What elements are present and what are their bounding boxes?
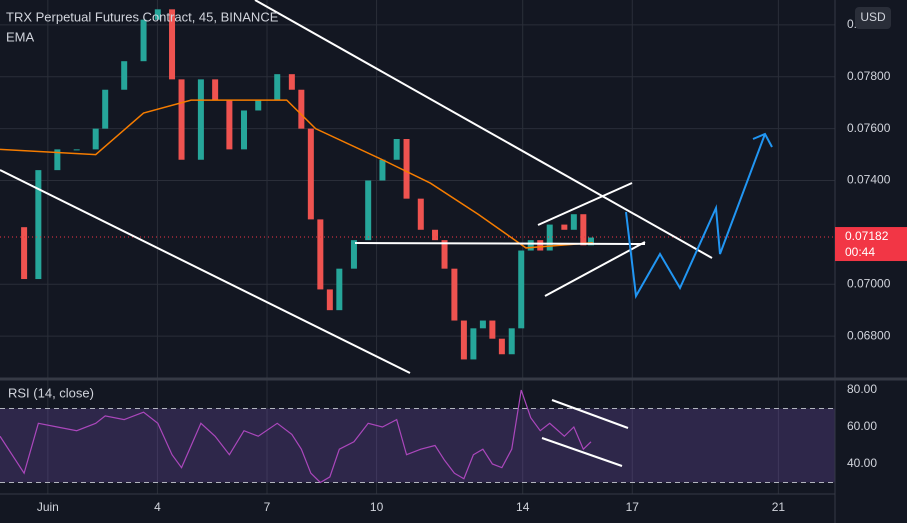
x-tick-label: Juin xyxy=(37,500,59,514)
y-tick-label: 80.00 xyxy=(847,382,877,396)
candle xyxy=(365,180,372,241)
candle xyxy=(317,219,324,290)
candle xyxy=(121,61,128,90)
candle xyxy=(580,214,587,246)
ema-line xyxy=(0,99,593,249)
candle xyxy=(403,139,410,199)
support-line xyxy=(354,242,646,245)
candle xyxy=(240,110,247,150)
last-price-box xyxy=(835,227,907,262)
candle xyxy=(169,9,176,80)
candle xyxy=(546,224,553,251)
projection-path xyxy=(625,133,766,300)
candle xyxy=(326,289,333,311)
candle xyxy=(393,139,400,160)
candle xyxy=(92,128,99,150)
candle xyxy=(54,149,61,171)
wedge-line xyxy=(544,241,646,297)
candle xyxy=(255,100,262,111)
candle xyxy=(588,237,595,246)
y-tick-label: 0.07400 xyxy=(847,173,891,187)
labels: Juin 4 7 10 14 17 21 0.06800 0.07000 0.07400 0.076… xyxy=(37,17,907,514)
rsi-band xyxy=(0,408,835,483)
candle xyxy=(527,240,534,251)
last-price-label: 0.07182 xyxy=(845,229,889,243)
candle xyxy=(307,128,314,220)
candle xyxy=(226,100,233,150)
projection-arrow xyxy=(752,132,773,148)
countdown-label: 00:44 xyxy=(845,245,875,259)
trend-line xyxy=(0,169,411,374)
candle xyxy=(197,79,204,160)
candle xyxy=(102,89,109,129)
candle xyxy=(154,9,161,20)
candle xyxy=(570,214,577,230)
candle xyxy=(417,198,424,230)
candle xyxy=(460,320,467,360)
candle xyxy=(298,89,305,129)
candle xyxy=(21,227,28,280)
candle xyxy=(274,74,281,101)
candle xyxy=(178,79,185,160)
candle xyxy=(432,229,439,241)
candle xyxy=(288,74,295,90)
rsi-line xyxy=(0,389,592,484)
candle xyxy=(212,79,219,101)
y-tick-label: 0.07600 xyxy=(847,121,891,135)
y-tick-label: 0.06800 xyxy=(847,328,891,342)
x-tick-label: 14 xyxy=(516,500,530,514)
candle xyxy=(140,19,147,62)
candle xyxy=(336,268,343,311)
candle xyxy=(35,170,42,280)
x-tick-label: 4 xyxy=(154,500,161,514)
y-tick-label: 0.07000 xyxy=(847,276,891,290)
candle xyxy=(508,328,515,355)
candle xyxy=(479,320,486,329)
chart-title: TRX Perpetual Futures Contract, 45, BINA… xyxy=(6,9,279,24)
candle xyxy=(470,328,477,360)
rsi-title: RSI (14, close) xyxy=(8,385,94,400)
candle xyxy=(561,224,568,230)
y-tick-label: 60.00 xyxy=(847,419,877,433)
candle xyxy=(498,338,505,355)
candle xyxy=(379,159,386,181)
currency-button[interactable] xyxy=(855,7,891,29)
x-tick-label: 21 xyxy=(772,500,786,514)
rsi-trend-line xyxy=(551,399,629,429)
candle xyxy=(73,149,80,151)
candle xyxy=(451,268,458,321)
y-tick-label: 0.07800 xyxy=(847,69,891,83)
trend-line xyxy=(254,0,713,259)
candle xyxy=(489,320,496,339)
x-tick-label: 7 xyxy=(264,500,271,514)
y-tick-label: 40.00 xyxy=(847,456,877,470)
currency-label[interactable]: USD xyxy=(860,10,886,24)
wedge-line xyxy=(537,182,633,226)
candle xyxy=(350,240,357,269)
candle xyxy=(518,250,525,329)
drawings xyxy=(0,0,773,467)
candle xyxy=(537,240,544,251)
candle xyxy=(441,240,448,269)
x-tick-label: 10 xyxy=(370,500,384,514)
x-tick-label: 17 xyxy=(626,500,640,514)
rsi-trend-line xyxy=(541,437,623,467)
legend-entry: EMA xyxy=(6,29,35,44)
plot xyxy=(0,0,835,494)
